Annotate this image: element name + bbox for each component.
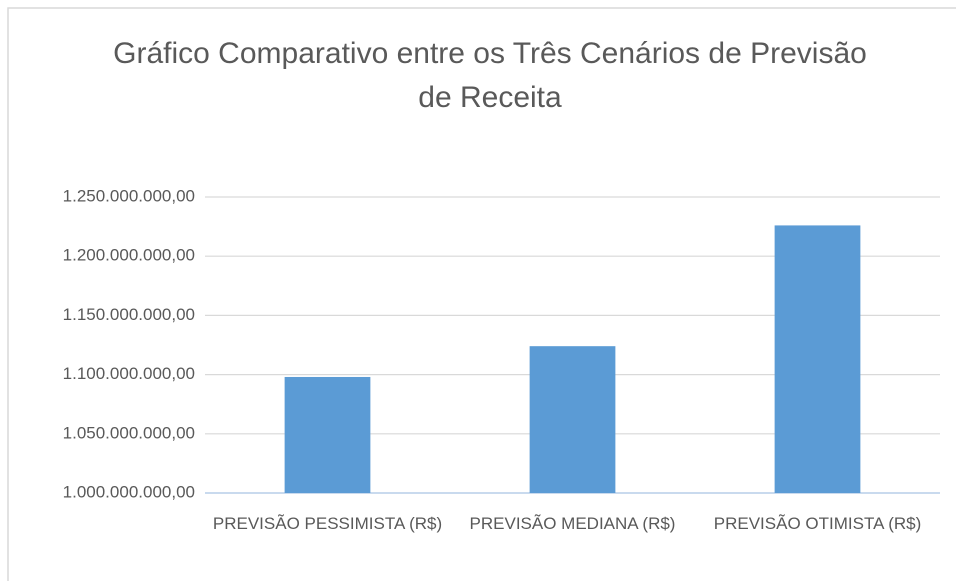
bar <box>284 376 371 493</box>
chart-border <box>7 7 956 581</box>
y-tick-label: 1.150.000.000,00 <box>63 305 195 324</box>
bar <box>529 346 616 493</box>
x-tick-label: PREVISÃO PESSIMISTA (R$) <box>212 514 443 533</box>
y-tick-label: 1.000.000.000,00 <box>63 482 195 501</box>
x-tick-label: PREVISÃO OTIMISTA (R$) <box>713 514 922 533</box>
bar <box>774 225 861 493</box>
y-tick-label: 1.200.000.000,00 <box>63 246 195 265</box>
chart-title: Gráfico Comparativo entre os Três Cenári… <box>113 37 867 114</box>
x-tick-label: PREVISÃO MEDIANA (R$) <box>469 514 676 533</box>
y-tick-label: 1.100.000.000,00 <box>63 364 195 383</box>
y-tick-label: 1.050.000.000,00 <box>63 423 195 442</box>
y-tick-label: 1.250.000.000,00 <box>63 186 195 205</box>
